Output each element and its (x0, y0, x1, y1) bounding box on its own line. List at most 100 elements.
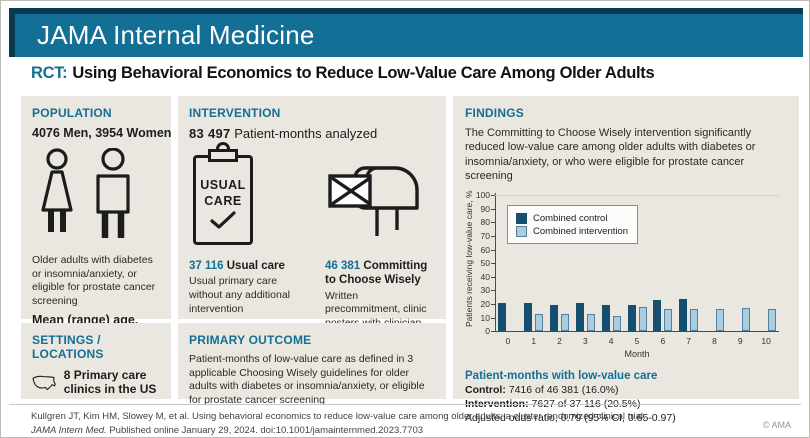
copyright: © AMA (762, 420, 791, 430)
x-tick-label: 4 (608, 336, 614, 347)
intervention-total-label: Patient-months analyzed (234, 126, 378, 141)
committing-stat: 46 381 Committing to Choose Wisely (325, 260, 428, 287)
bar-intervention-month-5 (638, 307, 647, 332)
population-description: Older adults with diabetes or insomnia/a… (32, 254, 156, 307)
bar-control-month-5 (627, 304, 636, 332)
legend-label-1: Combined intervention (533, 226, 629, 238)
x-tick-label: 6 (660, 336, 666, 347)
findings-panel: FINDINGS The Committing to Choose Wisely… (453, 96, 799, 424)
legend-entry-1: Combined intervention (516, 226, 629, 238)
x-tick-label: 8 (712, 336, 717, 347)
study-type-tag: RCT: (31, 64, 68, 82)
y-tick-mark (491, 276, 495, 278)
y-tick-label: 90 (480, 203, 490, 214)
intervention-panel: INTERVENTION 83 497 Patient-months analy… (178, 96, 446, 370)
x-axis-line (495, 331, 779, 333)
y-tick-mark (491, 331, 495, 333)
y-tick-label: 50 (480, 258, 490, 269)
population-figures (34, 148, 160, 246)
bar-intervention-month-4 (612, 315, 621, 332)
bar-control-month-1 (524, 302, 533, 332)
y-tick-label: 10 (480, 312, 490, 323)
x-tick-label: 2 (557, 336, 562, 347)
x-tick-label: 9 (737, 336, 743, 347)
y-tick-label: 70 (480, 230, 490, 241)
population-panel: POPULATION 4076 Men, 3954 Women Older ad… (21, 96, 172, 341)
y-tick-mark (491, 195, 495, 197)
bar-control-month-2 (550, 304, 559, 332)
x-tick-label: 5 (634, 336, 640, 347)
population-counts: 4076 Men, 3954 Women (32, 126, 172, 140)
y-tick-mark (491, 303, 495, 305)
clipboard-text: USUAL CARE (200, 178, 246, 208)
checkmark-icon (210, 211, 236, 229)
y-tick-label: 30 (480, 285, 490, 296)
y-tick-label: 40 (480, 271, 490, 282)
population-heading: POPULATION (32, 106, 112, 120)
citation: Kullgren JT, Kim HM, Slowey M, et al. Us… (31, 410, 691, 438)
y-tick-mark (491, 249, 495, 251)
x-tick-label: 10 (761, 336, 771, 347)
bar-control-month-3 (575, 303, 584, 332)
citation-line2: JAMA Intern Med. Published online Januar… (31, 424, 424, 436)
y-tick-mark (491, 317, 495, 319)
bar-intervention-month-2 (561, 313, 570, 332)
y-tick-label: 60 (480, 244, 490, 255)
primary-outcome-panel: PRIMARY OUTCOME Patient-months of low-va… (178, 323, 446, 406)
bar-control-month-6 (653, 299, 662, 332)
y-tick-mark (491, 222, 495, 224)
y-tick-mark (491, 290, 495, 292)
usual-care-arm: USUAL CARE 37 116 Usual care Usual prima… (189, 142, 299, 372)
bar-control-month-0 (498, 303, 507, 332)
bar-intervention-month-6 (664, 308, 673, 332)
bar-intervention-month-7 (690, 309, 699, 332)
y-tick-label: 100 (475, 190, 490, 201)
x-tick-label: 1 (531, 336, 537, 347)
odds-ratio: Adjusted odds ratio, 0.79 (95% CI, 0.65-… (465, 412, 676, 425)
x-tick-label: 3 (582, 336, 588, 347)
bar-intervention-month-3 (586, 314, 595, 332)
y-tick-mark (491, 208, 495, 210)
settings-text: 8 Primary care clinics in the US (63, 367, 157, 396)
settings-panel: SETTINGS / LOCATIONS 8 Primary care clin… (21, 323, 171, 399)
citation-line1: Kullgren JT, Kim HM, Slowey M, et al. Us… (31, 411, 646, 422)
woman-icon (41, 148, 73, 232)
primary-outcome-heading: PRIMARY OUTCOME (189, 333, 312, 347)
journal-title: JAMA Internal Medicine (37, 20, 315, 50)
mailbox-icon (325, 149, 435, 251)
y-tick-mark (491, 263, 495, 265)
usual-care-stat: 37 116 Usual care (189, 260, 285, 272)
bar-chart: 0 10 20 30 40 50 60 70 80 90 100 Patients receiving… (464, 187, 787, 363)
x-tick-label: 0 (505, 336, 511, 347)
bar-intervention-month-8 (715, 309, 724, 332)
stats-heading: Patient-months with low-value care (465, 370, 658, 383)
findings-summary: The Committing to Choose Wisely interven… (465, 127, 756, 182)
findings-stats: Patient-months with low-value care Contr… (465, 369, 787, 426)
x-tick-label: 7 (686, 336, 691, 347)
legend-swatch-1 (516, 226, 527, 238)
journal-masthead: JAMA Internal Medicine (9, 8, 803, 57)
y-axis-title: Patients receiving low-value care, % (464, 190, 474, 328)
bar-control-month-4 (601, 304, 610, 332)
intervention-total-value: 83 497 (189, 126, 231, 141)
chart-legend: Combined control Combined intervention (507, 205, 639, 245)
primary-outcome-text: Patient-months of low-value care as defi… (189, 353, 425, 406)
clipboard-icon: USUAL CARE (189, 142, 299, 251)
bar-intervention-month-10 (767, 308, 776, 332)
bar-intervention-month-1 (535, 314, 544, 332)
intervention-heading: INTERVENTION (189, 106, 281, 120)
bar-control-month-7 (679, 299, 688, 332)
y-tick-label: 20 (480, 298, 490, 309)
x-axis-title: Month (624, 349, 650, 360)
legend-entry-0: Combined control (516, 213, 628, 225)
findings-heading: FINDINGS (465, 106, 524, 120)
settings-heading: SETTINGS / LOCATIONS (32, 333, 104, 361)
y-tick-label: 0 (485, 326, 490, 337)
bar-intervention-month-9 (741, 308, 750, 332)
intervention-total: 83 497 Patient-months analyzed (189, 126, 435, 141)
usual-care-description: Usual primary care without any additiona… (189, 275, 290, 315)
us-map-icon (32, 375, 56, 391)
article-title: RCT: Using Behavioral Economics to Reduce… (31, 64, 791, 83)
legend-swatch-0 (516, 213, 527, 225)
y-tick-label: 80 (480, 217, 490, 228)
